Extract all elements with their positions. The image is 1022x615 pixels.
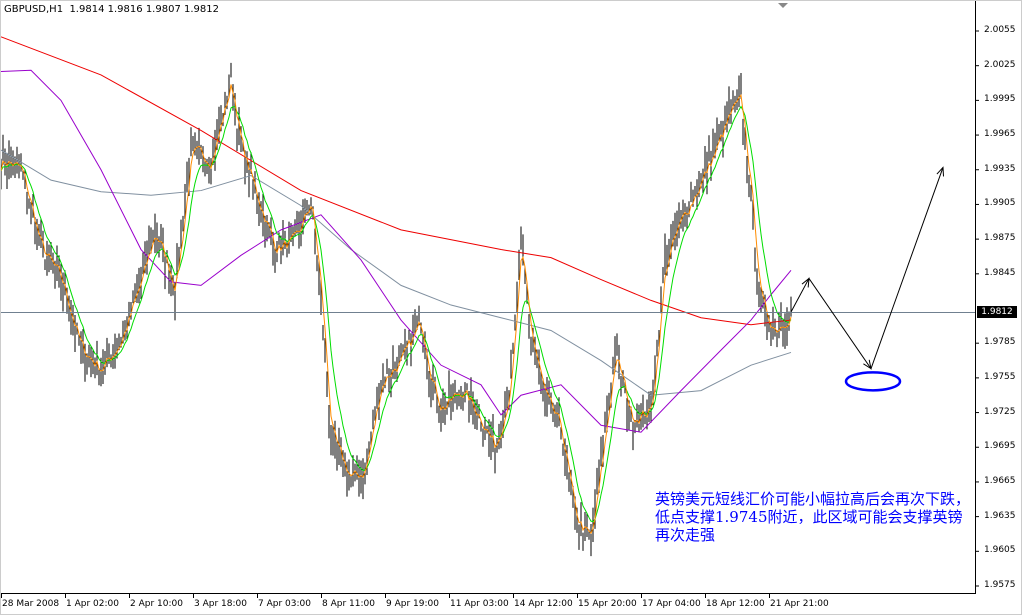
time-tick-label: 15 Apr 20:00	[578, 599, 637, 609]
symbol-label: GBPUSD,H1	[4, 4, 64, 15]
price-tick-label: 1.9785	[984, 337, 1016, 348]
moving-average-green	[0, 105, 792, 523]
time-tick-label: 17 Apr 04:00	[642, 599, 701, 609]
analysis-note: 英镑美元短线汇价可能小幅拉高后会再次下跌，低点支撑1.9745附近，此区域可能会…	[655, 490, 971, 544]
time-tick-label: 9 Apr 19:00	[386, 599, 439, 609]
close-value: 1.9812	[184, 4, 219, 15]
forecast-arrow	[790, 167, 944, 370]
arrowhead-icon	[936, 166, 945, 177]
price-tick-label: 1.9905	[984, 198, 1016, 209]
price-tick-label: 1.9845	[984, 267, 1016, 278]
current-price-label: 1.9812	[977, 305, 1017, 318]
moving-averages	[0, 36, 792, 535]
price-tick-label: 1.9605	[984, 545, 1016, 556]
price-tick-label: 1.9755	[984, 371, 1016, 382]
price-tick-label: 1.9725	[984, 406, 1016, 417]
low-value: 1.9807	[145, 4, 181, 15]
moving-average-orange	[0, 84, 792, 535]
chart-shift-marker-icon[interactable]	[778, 3, 788, 8]
time-tick-label: 8 Apr 11:00	[322, 599, 375, 609]
price-tick-label: 1.9875	[984, 233, 1016, 244]
time-tick-label: 11 Apr 03:00	[450, 599, 509, 609]
moving-average-line-2	[0, 69, 792, 433]
price-tick-label: 1.9635	[984, 510, 1016, 521]
time-tick-label: 14 Apr 12:00	[514, 599, 573, 609]
price-tick-label: 1.9665	[984, 475, 1016, 486]
high-value: 1.9816	[107, 4, 143, 15]
time-tick-label: 28 Mar 2008	[2, 599, 60, 609]
price-tick-label: 1.9695	[984, 441, 1016, 452]
price-bars	[0, 62, 792, 557]
open-value: 1.9814	[69, 4, 105, 15]
price-tick-label: 1.9965	[984, 129, 1016, 140]
arrowhead-icon	[801, 277, 810, 288]
time-tick-label: 1 Apr 02:00	[66, 599, 119, 609]
time-tick-label: 21 Apr 21:00	[770, 599, 829, 609]
price-tick-label: 2.0025	[984, 59, 1016, 70]
arrowhead-icon	[863, 359, 872, 370]
price-tick-label: 1.9575	[984, 580, 1016, 590]
axis-ticks	[1, 30, 979, 598]
chart-header: GBPUSD,H1 1.9814 1.9816 1.9807 1.9812	[4, 4, 219, 15]
time-tick-label: 7 Apr 03:00	[258, 599, 311, 609]
price-tick-label: 2.0055	[984, 25, 1016, 35]
price-tick-label: 1.9935	[984, 163, 1016, 174]
price-tick-label: 1.9995	[984, 94, 1016, 105]
time-tick-label: 18 Apr 12:00	[706, 599, 765, 609]
moving-average-line-0	[0, 36, 792, 326]
support-zone-ellipse	[844, 371, 902, 392]
moving-average-line-1	[0, 149, 792, 396]
time-tick-label: 3 Apr 18:00	[194, 599, 247, 609]
time-tick-label: 2 Apr 10:00	[130, 599, 183, 609]
forecast-annotation	[790, 166, 945, 392]
